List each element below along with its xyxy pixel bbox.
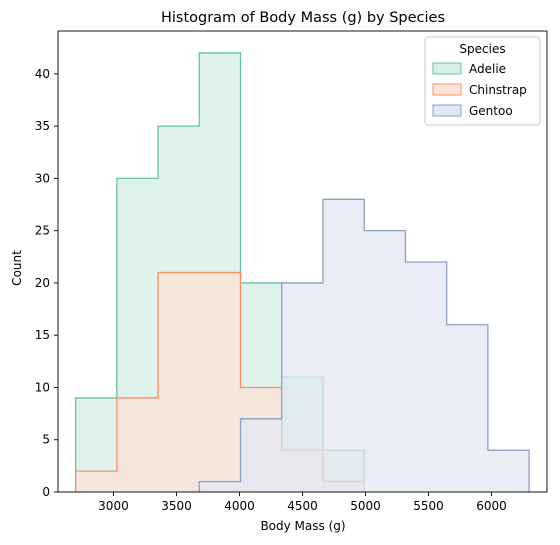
legend-swatch-chinstrap <box>432 83 462 96</box>
plot-area <box>74 52 530 493</box>
legend-title: Species <box>459 42 505 56</box>
y-tick-label-25: 25 <box>35 224 50 238</box>
y-tick-label-40: 40 <box>35 67 50 81</box>
legend: Species Adelie Chinstrap Gentoo <box>424 36 541 126</box>
bar-chinstrap-0 <box>75 471 117 492</box>
x-tick-label-3000: 3000 <box>98 499 129 513</box>
bar-gentoo-6 <box>323 199 365 493</box>
legend-box <box>424 36 541 126</box>
y-tick-label-30: 30 <box>35 171 50 185</box>
chart-title: Histogram of Body Mass (g) by Species <box>161 10 445 26</box>
bar-gentoo-3 <box>199 481 241 492</box>
bar-gentoo-4 <box>240 418 282 492</box>
x-tick-label-5000: 5000 <box>350 499 381 513</box>
bar-gentoo-8 <box>405 262 447 492</box>
x-tick-label-6000: 6000 <box>476 499 507 513</box>
bar-chinstrap-3 <box>199 272 241 492</box>
x-tick-label-4000: 4000 <box>224 499 255 513</box>
bar-chinstrap-1 <box>116 397 159 492</box>
axes: 3000 3500 4000 4500 5000 5500 6000 0 5 10 15 20 25 30… <box>35 30 548 513</box>
bar-gentoo-10 <box>487 450 530 492</box>
x-tick-label-3500: 3500 <box>161 499 192 513</box>
y-axis-label: Count <box>10 250 24 286</box>
bar-gentoo-9 <box>446 324 488 492</box>
y-tick-label-20: 20 <box>35 276 50 290</box>
bar-chinstrap-2 <box>158 272 200 492</box>
x-tick-label-5500: 5500 <box>413 499 444 513</box>
y-tick-label-15: 15 <box>35 328 50 342</box>
y-tick-label-35: 35 <box>35 119 50 133</box>
y-tick-label-10: 10 <box>35 380 50 394</box>
x-tick-label-4500: 4500 <box>287 499 318 513</box>
legend-label-adelie: Adelie <box>469 62 506 76</box>
legend-label-gentoo: Gentoo <box>469 104 513 118</box>
bar-gentoo-5 <box>281 282 324 492</box>
y-tick-label-5: 5 <box>42 433 50 447</box>
legend-label-chinstrap: Chinstrap <box>469 83 527 97</box>
legend-swatch-gentoo <box>432 104 462 117</box>
step-outline-gentoo <box>198 198 530 492</box>
bar-gentoo-7 <box>364 230 406 493</box>
x-axis-label: Body Mass (g) <box>260 519 345 533</box>
legend-swatch-adelie <box>432 62 462 75</box>
y-tick-label-0: 0 <box>42 485 50 499</box>
